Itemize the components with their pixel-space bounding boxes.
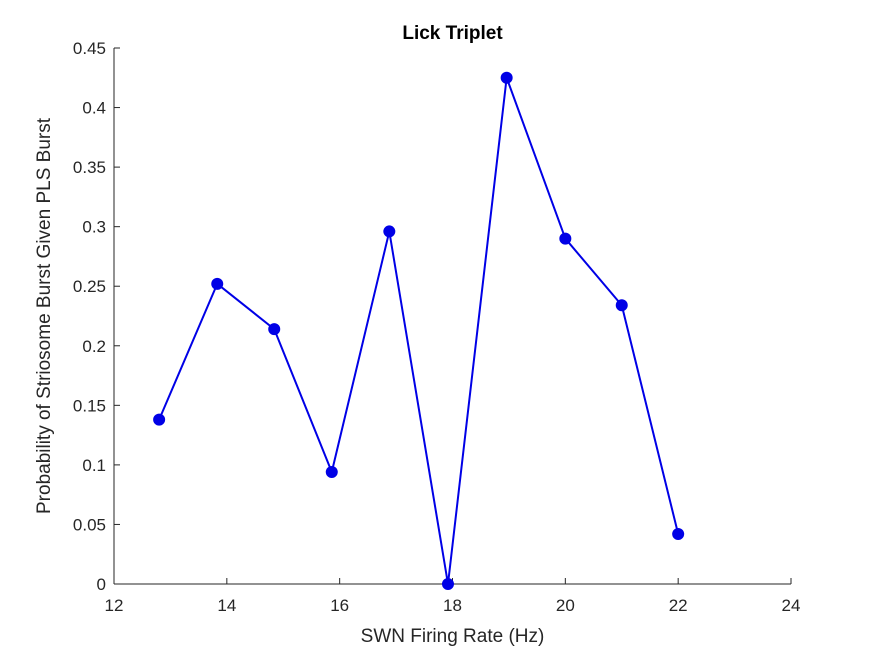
y-tick-label: 0.15 <box>73 396 106 415</box>
x-tick-label: 24 <box>782 596 801 615</box>
data-point <box>153 413 166 426</box>
series-line <box>158 76 680 585</box>
plot-area <box>114 48 791 584</box>
data-point <box>441 578 454 590</box>
data-point <box>211 277 224 290</box>
data-point <box>383 225 396 238</box>
y-tick-label: 0.35 <box>73 158 106 177</box>
data-point <box>615 299 628 312</box>
x-tick-label: 18 <box>443 596 462 615</box>
y-tick-label: 0 <box>97 575 106 594</box>
x-tick-label: 14 <box>217 596 236 615</box>
data-point <box>500 71 513 84</box>
x-tick-label: 16 <box>330 596 349 615</box>
x-axis-label: SWN Firing Rate (Hz) <box>361 626 545 647</box>
data-point <box>268 323 281 336</box>
y-tick-label: 0.1 <box>82 456 106 475</box>
axes: 12 14 16 18 20 22 24 0 0.05 0.1 0.15 0.2 0.25 0.3 0.35… <box>73 39 801 615</box>
chart-title: Lick Triplet <box>402 23 503 44</box>
y-tick-label: 0.4 <box>82 99 106 118</box>
series-layer <box>153 71 685 590</box>
data-point <box>325 466 338 479</box>
x-tick-label: 20 <box>556 596 575 615</box>
y-tick-label: 0.2 <box>82 337 106 356</box>
y-tick-label: 0.05 <box>73 515 106 534</box>
data-point <box>559 232 572 245</box>
data-point <box>672 527 685 540</box>
x-tick-label: 12 <box>105 596 124 615</box>
y-tick-label: 0.3 <box>82 218 106 237</box>
x-tick-label: 22 <box>669 596 688 615</box>
y-tick-label: 0.25 <box>73 277 106 296</box>
y-axis-label: Probability of Striosome Burst Given PLS… <box>34 117 55 514</box>
y-tick-label: 0.45 <box>73 39 106 58</box>
